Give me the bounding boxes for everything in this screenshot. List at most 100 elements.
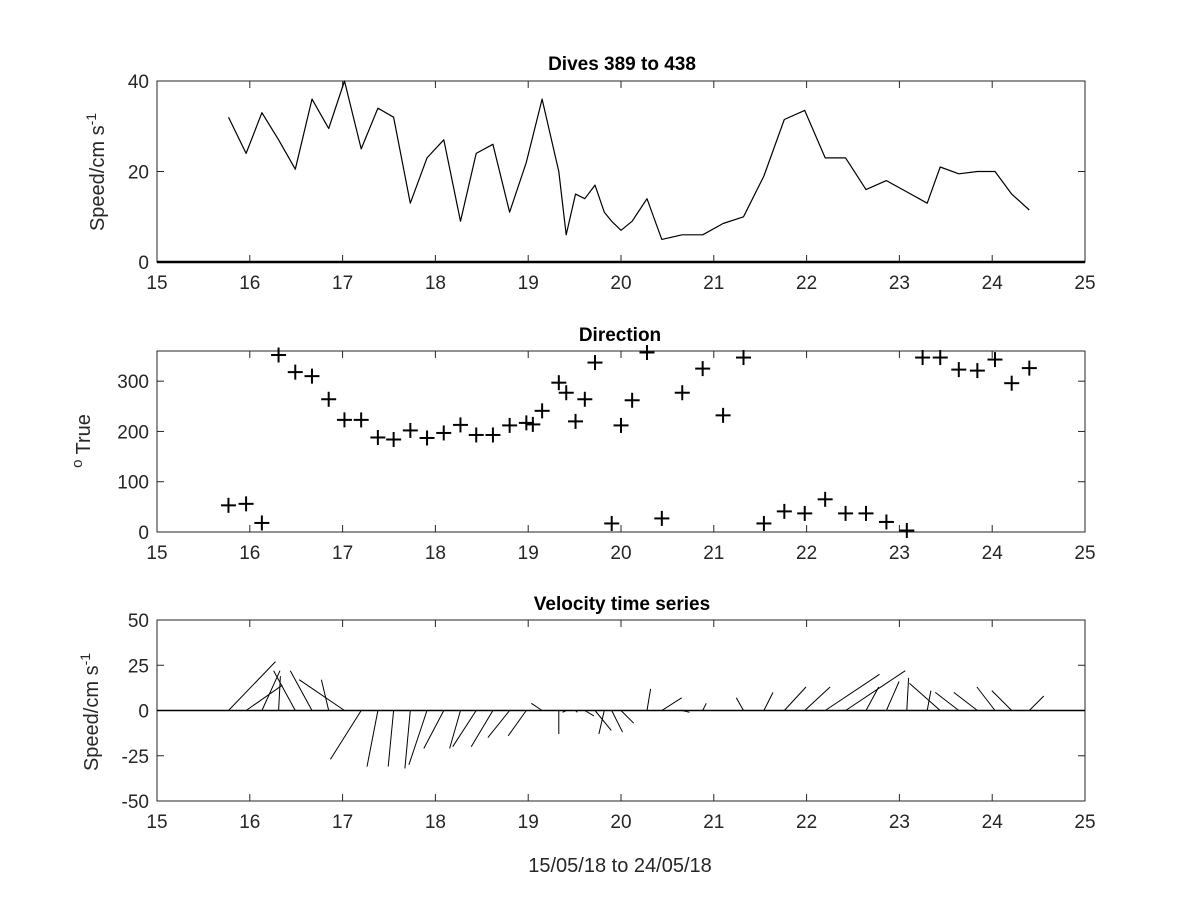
direction-point	[797, 505, 813, 521]
direction-point	[402, 422, 418, 438]
speed-plot-frame	[156, 80, 1086, 263]
direction-xtick-label: 15	[146, 543, 167, 564]
direction-xtick-label: 18	[425, 543, 446, 564]
direction-point	[568, 413, 584, 429]
velocity-panel: Velocity time series Speed/cm s-1 15/05/…	[77, 594, 1096, 877]
velocity-vector	[1028, 695, 1045, 711]
velocity-vector	[620, 710, 635, 724]
direction-point	[1004, 375, 1020, 391]
velocity-xtick-label: 22	[796, 812, 817, 833]
speed-xtick-label: 17	[332, 273, 353, 294]
velocity-ytick-label: -25	[122, 747, 149, 768]
velocity-vector	[763, 692, 774, 711]
speed-xtick-label: 21	[703, 273, 724, 294]
speed-xtick-label: 25	[1074, 273, 1095, 294]
velocity-vector	[320, 679, 330, 711]
velocity-vector	[906, 677, 910, 711]
direction-point	[776, 503, 792, 519]
velocity-vector	[366, 710, 379, 767]
velocity-vector	[584, 710, 595, 717]
velocity-xtick-label: 23	[889, 812, 910, 833]
velocity-vector	[976, 686, 996, 711]
velocity-vector	[423, 710, 445, 749]
speed-xtick-label: 15	[146, 273, 167, 294]
velocity-xtick-label: 24	[982, 812, 1004, 833]
speed-xtick-label: 16	[239, 273, 260, 294]
velocity-vector	[452, 710, 477, 747]
direction-point	[436, 425, 452, 441]
speed-xtick-label: 22	[796, 273, 817, 294]
velocity-vector	[507, 710, 527, 737]
velocity-panel-ylabel: Speed/cm s-1	[77, 653, 103, 771]
direction-point	[525, 416, 541, 432]
direction-point	[613, 417, 629, 433]
speed-xtick-label: 19	[518, 273, 539, 294]
direction-xtick-label: 17	[332, 543, 353, 564]
direction-point	[987, 352, 1003, 368]
direction-point	[419, 430, 435, 446]
speed-panel-title: Dives 389 to 438	[548, 54, 696, 75]
direction-point	[336, 412, 352, 428]
direction-point	[878, 514, 894, 530]
direction-ytick-label: 300	[117, 372, 149, 393]
velocity-ytick-label: 50	[128, 611, 149, 632]
velocity-vector	[646, 688, 652, 711]
speed-panel-ylabel-superscript: -1	[83, 113, 99, 126]
direction-xtick-label: 23	[889, 543, 910, 564]
speed-series-line	[227, 80, 1030, 240]
velocity-panel-ylabel-superscript: -1	[77, 653, 93, 666]
direction-point	[518, 415, 534, 431]
velocity-vector	[682, 710, 690, 713]
velocity-ytick-label: 0	[138, 702, 149, 723]
velocity-vector	[404, 710, 411, 769]
direction-point	[624, 392, 640, 408]
direction-point	[587, 355, 603, 371]
velocity-vector	[598, 710, 605, 735]
velocity-vector	[387, 710, 395, 767]
direction-point	[370, 429, 386, 445]
velocity-vector	[562, 710, 567, 713]
velocity-vector	[594, 710, 612, 731]
direction-xtick-label: 22	[796, 543, 817, 564]
speed-ytick-label: 20	[128, 163, 149, 184]
direction-point	[577, 391, 593, 407]
velocity-vector	[702, 703, 707, 711]
direction-point	[858, 505, 874, 521]
speed-panel-ylabel: Speed/cm s-1	[83, 113, 109, 231]
velocity-vector	[661, 697, 682, 711]
velocity-xtick-label: 16	[239, 812, 260, 833]
velocity-ytick-label: 25	[128, 656, 149, 677]
velocity-vector	[329, 710, 362, 760]
velocity-xtick-label: 17	[332, 812, 353, 833]
direction-point	[271, 347, 287, 363]
velocity-vector	[824, 673, 880, 711]
velocity-vector	[273, 670, 296, 711]
direction-ytick-label: 100	[117, 473, 149, 494]
direction-xtick-label: 21	[703, 543, 724, 564]
velocity-ytick-label: -50	[122, 792, 149, 813]
direction-xtick-label: 20	[610, 543, 631, 564]
direction-point	[932, 350, 948, 366]
direction-point	[838, 505, 854, 521]
direction-point	[1021, 360, 1037, 376]
direction-point	[353, 412, 369, 428]
velocity-vector	[245, 684, 283, 711]
velocity-vector	[289, 670, 313, 711]
direction-point	[674, 385, 690, 401]
direction-point	[238, 496, 254, 512]
direction-point	[551, 375, 567, 391]
direction-ytick-label: 200	[117, 422, 149, 443]
direction-point	[321, 391, 337, 407]
velocity-vector	[575, 710, 578, 713]
speed-ytick-label: 40	[128, 72, 149, 93]
direction-point	[534, 403, 550, 419]
velocity-vector	[449, 710, 461, 749]
direction-xtick-label: 16	[239, 543, 260, 564]
speed-xtick-label: 20	[610, 273, 631, 294]
direction-xtick-label: 25	[1074, 543, 1095, 564]
direction-point	[485, 427, 501, 443]
velocity-xtick-label: 20	[610, 812, 631, 833]
direction-point	[735, 350, 751, 366]
direction-point	[304, 368, 320, 384]
speed-xtick-label: 18	[425, 273, 446, 294]
